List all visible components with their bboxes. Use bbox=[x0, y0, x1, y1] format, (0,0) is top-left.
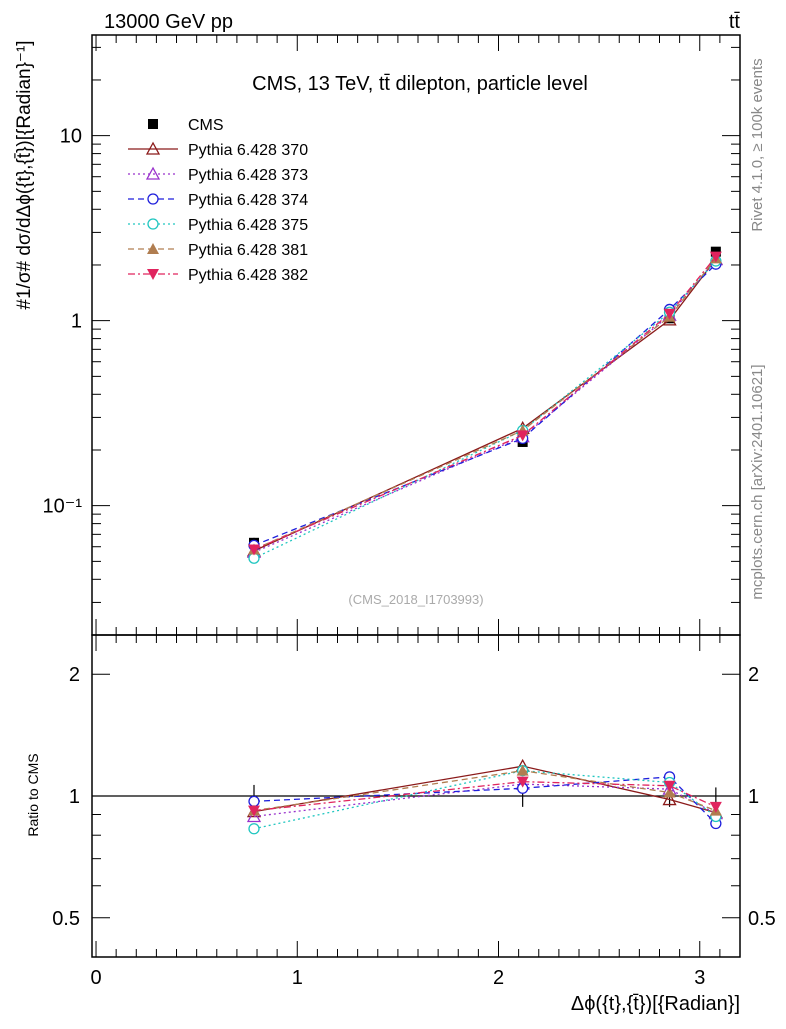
watermark: (CMS_2018_I1703993) bbox=[348, 592, 483, 607]
ratio-ylabel: Ratio to CMS bbox=[25, 753, 41, 836]
legend-marker bbox=[147, 218, 159, 230]
ratio-series-layer bbox=[92, 758, 740, 835]
legend-marker bbox=[147, 193, 159, 205]
ratio-ytick-label: 1 bbox=[69, 786, 80, 808]
series-pythia-6-428-382 bbox=[248, 251, 722, 556]
legend-entry: Pythia 6.428 373 bbox=[128, 166, 308, 184]
ratio-series-line bbox=[253, 776, 717, 824]
ratio-axis-ticks: 2 2 1 1 0.5 0.5 0 1 2 3 bbox=[52, 635, 776, 989]
ratio-ytick-label-right: 2 bbox=[748, 664, 759, 686]
series-line bbox=[253, 258, 717, 551]
series-pythia-6-428-374 bbox=[248, 258, 722, 552]
legend-label: Pythia 6.428 375 bbox=[188, 217, 308, 234]
ratio-ytick-label: 2 bbox=[69, 664, 80, 686]
main-ytick-label: 10 bbox=[60, 126, 82, 148]
legend-marker bbox=[147, 243, 159, 254]
ratio-data-point bbox=[246, 809, 262, 823]
legend-marker bbox=[145, 141, 161, 155]
main-title: CMS, 13 TeV, tt̄ dilepton, particle leve… bbox=[252, 73, 588, 95]
series-line bbox=[253, 260, 717, 559]
legend-marker bbox=[147, 269, 159, 280]
legend-label: Pythia 6.428 373 bbox=[188, 167, 308, 184]
legend-label: Pythia 6.428 374 bbox=[188, 192, 308, 209]
data-point bbox=[516, 430, 529, 442]
ratio-ytick-label: 0.5 bbox=[52, 908, 80, 930]
legend-label: Pythia 6.428 370 bbox=[188, 142, 308, 159]
legend-entry: Pythia 6.428 375 bbox=[128, 217, 308, 234]
ratio-data-point bbox=[516, 764, 529, 776]
legend-entry: Pythia 6.428 374 bbox=[128, 192, 308, 209]
data-point bbox=[248, 544, 260, 556]
rivet-label: Rivet 4.1.0, ≥ 100k events bbox=[749, 58, 766, 231]
data-point bbox=[663, 308, 676, 320]
legend-entry: Pythia 6.428 370 bbox=[128, 141, 308, 159]
ratio-series-line bbox=[253, 770, 717, 812]
ratio-data-point bbox=[663, 786, 676, 798]
ratio-data-point bbox=[248, 823, 260, 835]
ratio-data-point bbox=[662, 792, 677, 806]
mcplots-label: mcplots.cern.ch [arXiv:2401.10621] bbox=[749, 364, 766, 599]
series-pythia-6-428-375 bbox=[248, 255, 722, 564]
legend-marker bbox=[148, 119, 158, 129]
ratio-series-line bbox=[253, 770, 717, 830]
ratio-data-point bbox=[516, 776, 529, 788]
main-series-layer bbox=[246, 246, 723, 564]
xtick-label: 0 bbox=[90, 967, 101, 989]
legend-label: Pythia 6.428 381 bbox=[188, 242, 308, 259]
series-line bbox=[253, 258, 717, 552]
main-axis-ticks: 10 1 10⁻¹ bbox=[43, 35, 741, 636]
ratio-ytick-label-right: 1 bbox=[748, 786, 759, 808]
series-cms bbox=[249, 246, 721, 549]
series-pythia-6-428-373 bbox=[246, 252, 723, 558]
header-right: tt̄ bbox=[729, 11, 741, 33]
series-line bbox=[253, 256, 717, 551]
ratio-ytick-label-right: 0.5 bbox=[748, 908, 776, 930]
legend-marker bbox=[145, 166, 161, 180]
legend: CMS Pythia 6.428 370 Pythia 6.428 373 Pythi… bbox=[128, 117, 308, 284]
legend-entry: Pythia 6.428 381 bbox=[128, 242, 308, 259]
main-ylabel: #1/σ# dσ/dΔϕ({t},{t̄})[{Radian}⁻¹] bbox=[14, 40, 35, 309]
xtick-label: 2 bbox=[493, 967, 504, 989]
series-pythia-6-428-370 bbox=[246, 251, 723, 557]
series-pythia-6-428-381 bbox=[248, 252, 722, 555]
data-point bbox=[709, 251, 722, 263]
main-ytick-label: 10⁻¹ bbox=[43, 496, 83, 518]
legend-label: CMS bbox=[188, 117, 224, 134]
legend-entry: CMS bbox=[148, 117, 224, 134]
legend-label: Pythia 6.428 382 bbox=[188, 267, 308, 284]
ratio-data-point bbox=[248, 805, 260, 817]
series-line bbox=[253, 259, 717, 553]
header-left: 13000 GeV pp bbox=[104, 11, 233, 33]
xtick-label: 3 bbox=[694, 967, 705, 989]
main-ytick-label: 1 bbox=[71, 311, 82, 333]
ratio-series-pythia-6-428-382 bbox=[248, 776, 722, 817]
xlabel: Δϕ({t},{t̄})[{Radian}] bbox=[571, 993, 740, 1015]
ratio-data-point bbox=[709, 801, 722, 813]
legend-entry: Pythia 6.428 382 bbox=[128, 267, 308, 284]
series-line bbox=[253, 263, 717, 547]
ratio-data-point bbox=[663, 780, 676, 792]
ratio-series-line bbox=[253, 783, 717, 818]
ratio-series-pythia-6-428-374 bbox=[248, 771, 722, 830]
ratio-series-line bbox=[253, 765, 717, 814]
ratio-series-line bbox=[253, 781, 717, 812]
xtick-label: 1 bbox=[292, 967, 303, 989]
